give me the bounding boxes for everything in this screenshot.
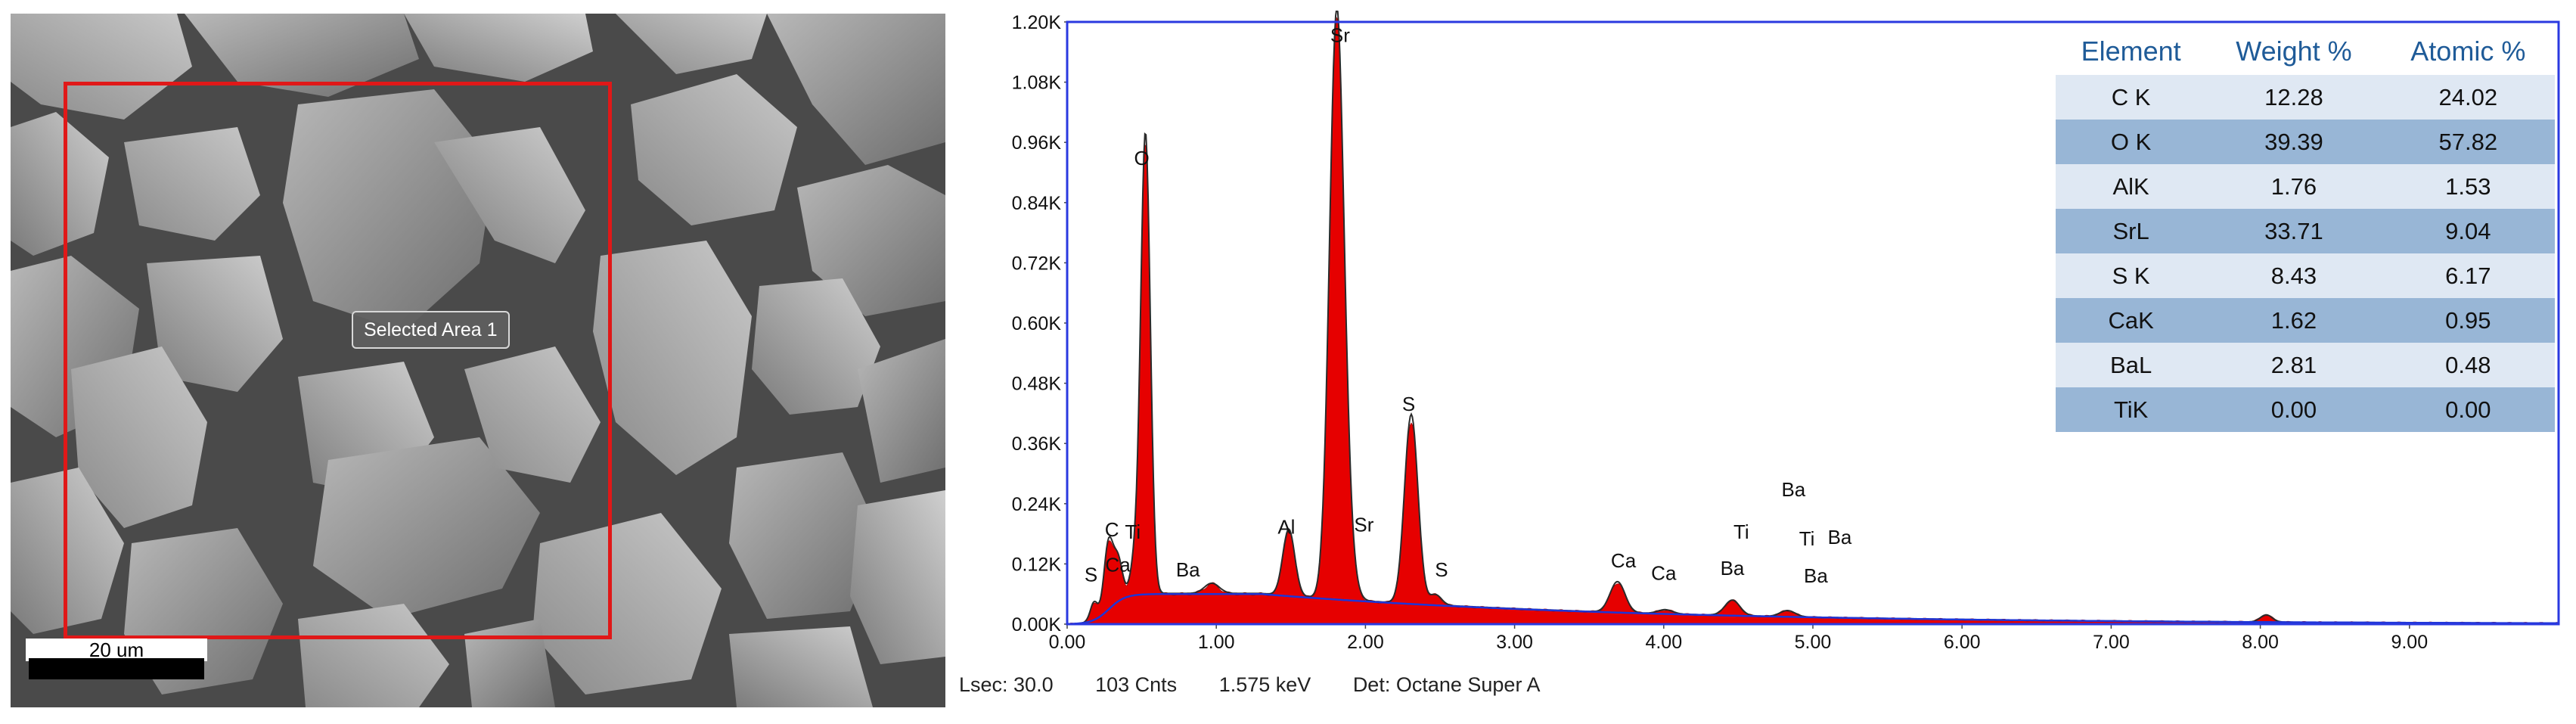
y-tick-label: 0.24K	[1012, 494, 1062, 515]
y-tick-label: 0.84K	[1012, 193, 1062, 214]
cell-atomic: 1.53	[2381, 164, 2555, 209]
x-tick-label: 1.00	[1198, 632, 1235, 653]
cell-weight: 33.71	[2206, 209, 2382, 253]
header-atomic-percent: Atomic %	[2410, 36, 2526, 67]
peak-label: S	[1402, 393, 1415, 415]
table-row: SrL 33.71 9.04	[2056, 209, 2555, 253]
x-tick-label: 6.00	[1944, 632, 1981, 653]
table-row: AlK 1.76 1.53	[2056, 164, 2555, 209]
energy-readout: 1.575 keV	[1218, 673, 1311, 696]
peak-label: Ba	[1828, 526, 1852, 548]
peak-label: Al	[1277, 516, 1295, 539]
cell-weight: 12.28	[2206, 75, 2382, 120]
cell-weight: 8.43	[2206, 253, 2382, 298]
selection-box[interactable]	[64, 82, 612, 639]
live-seconds: Lsec: 30.0	[959, 673, 1054, 696]
peak-label: C	[1105, 518, 1119, 541]
cell-atomic: 0.48	[2381, 343, 2555, 387]
cell-atomic: 0.95	[2381, 298, 2555, 343]
x-tick-label: 0.00	[1049, 632, 1086, 653]
y-axis: 0.00K 0.12K 0.24K 0.36K 0.48K 0.60K 0.72K 0.84K…	[1012, 12, 1067, 635]
peak-label: Sr	[1354, 513, 1373, 536]
scale-bar-label: 20 um	[26, 639, 207, 661]
scale-bar: 20 um	[26, 639, 207, 687]
cell-weight: 2.81	[2206, 343, 2382, 387]
cell-weight: 39.39	[2206, 120, 2382, 164]
y-tick-label: 1.20K	[1012, 12, 1062, 33]
cell-weight: 1.76	[2206, 164, 2382, 209]
peak-label: Ca	[1611, 549, 1637, 572]
table-row: CaK 1.62 0.95	[2056, 298, 2555, 343]
cell-atomic: 0.00	[2381, 387, 2555, 432]
y-tick-label: 0.96K	[1012, 132, 1062, 154]
status-bar: Lsec: 30.0 103 Cnts 1.575 keV Det: Octan…	[959, 670, 2018, 700]
peak-label: Ba	[1804, 564, 1828, 587]
background-line	[1067, 592, 2559, 626]
x-axis: 0.00 1.00 2.00 3.00 4.00 5.00 6.00 7.00 8.00 9.00	[1049, 624, 2428, 653]
table-row: TiK 0.00 0.00	[2056, 387, 2555, 432]
peak-label: S	[1435, 558, 1448, 581]
cell-weight: 0.00	[2206, 387, 2382, 432]
cell-atomic: 6.17	[2381, 253, 2555, 298]
cell-element: C K	[2056, 75, 2207, 120]
sem-image	[11, 14, 945, 707]
cell-element: S K	[2056, 253, 2207, 298]
peak-label: Ca	[1651, 562, 1677, 585]
peak-label: Sr	[1330, 24, 1350, 47]
x-tick-label: 5.00	[1795, 632, 1832, 653]
peak-label: Ba	[1721, 557, 1745, 580]
table-row: O K 39.39 57.82	[2056, 120, 2555, 164]
x-tick-label: 8.00	[2242, 632, 2279, 653]
cell-element: CaK	[2056, 298, 2207, 343]
cell-element: SrL	[2056, 209, 2207, 253]
cell-atomic: 9.04	[2381, 209, 2555, 253]
peak-label: Ti	[1733, 520, 1749, 543]
cell-atomic: 57.82	[2381, 120, 2555, 164]
peak-label: Ba	[1781, 478, 1805, 501]
peak-label: S	[1085, 564, 1097, 586]
x-tick-label: 9.00	[2391, 632, 2428, 653]
y-tick-label: 0.00K	[1012, 614, 1062, 635]
cell-weight: 1.62	[2206, 298, 2382, 343]
cell-element: AlK	[2056, 164, 2207, 209]
y-tick-label: 0.48K	[1012, 374, 1062, 395]
header-element: Element	[2081, 36, 2181, 67]
cell-element: O K	[2056, 120, 2207, 164]
plot-frame	[1066, 20, 2560, 626]
cell-atomic: 24.02	[2381, 75, 2555, 120]
table-row: BaL 2.81 0.48	[2056, 343, 2555, 387]
y-tick-label: 0.72K	[1012, 253, 1062, 274]
cell-element: TiK	[2056, 387, 2207, 432]
x-tick-label: 4.00	[1645, 632, 1682, 653]
scale-bar-line	[29, 658, 204, 679]
table-row: S K 8.43 6.17	[2056, 253, 2555, 298]
cell-element: BaL	[2056, 343, 2207, 387]
counts-readout: 103 Cnts	[1095, 673, 1178, 696]
peak-label: Ti	[1799, 527, 1815, 550]
quantification-table: Element Weight % Atomic % C K 12.28 24.0…	[2056, 28, 2555, 432]
selected-area-label: Selected Area 1	[352, 311, 510, 349]
table-row: C K 12.28 24.02	[2056, 75, 2555, 120]
y-tick-label: 0.60K	[1012, 313, 1062, 334]
table-header-row: Element Weight % Atomic %	[2056, 28, 2555, 75]
detector-name: Det: Octane Super A	[1352, 673, 1541, 696]
y-tick-label: 0.36K	[1012, 433, 1062, 455]
peak-label: Ba	[1176, 558, 1200, 581]
x-tick-label: 2.00	[1347, 632, 1384, 653]
y-tick-label: 1.08K	[1012, 73, 1062, 94]
header-weight-percent: Weight %	[2236, 36, 2352, 67]
y-tick-label: 0.12K	[1012, 554, 1062, 575]
x-tick-label: 7.00	[2093, 632, 2130, 653]
peak-label: Ca	[1105, 553, 1131, 576]
sem-micrograph: Selected Area 1 20 um	[11, 14, 945, 707]
x-tick-label: 3.00	[1496, 632, 1533, 653]
peak-label: O	[1134, 147, 1149, 169]
peak-label: Ti	[1125, 520, 1141, 543]
